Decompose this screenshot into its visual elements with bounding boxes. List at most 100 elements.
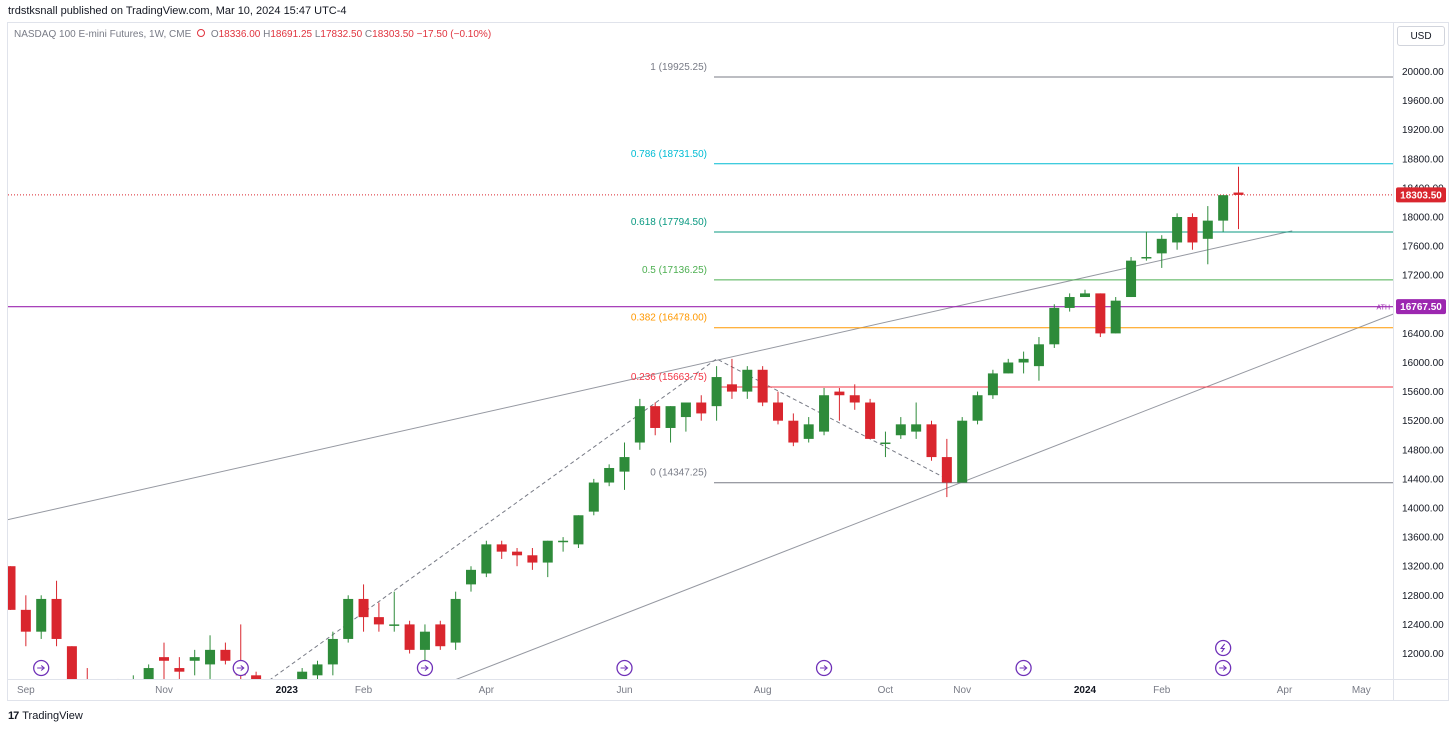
candle[interactable] [865, 398, 876, 439]
candle[interactable] [512, 548, 523, 567]
candle[interactable] [742, 366, 753, 399]
candle[interactable] [1110, 297, 1121, 334]
candle[interactable] [726, 358, 737, 399]
candle-body [1202, 220, 1213, 239]
candle[interactable] [773, 391, 783, 425]
candle[interactable] [619, 442, 630, 490]
dividend-marker-icon[interactable] [33, 659, 50, 677]
candle[interactable] [51, 580, 62, 647]
candle[interactable] [987, 369, 998, 399]
candle[interactable] [496, 540, 507, 559]
candle[interactable] [650, 402, 661, 436]
candle[interactable] [266, 694, 276, 730]
dividend-marker-icon[interactable] [416, 659, 434, 677]
candle[interactable] [1172, 213, 1183, 250]
dividend-marker-icon[interactable] [1015, 659, 1032, 677]
candle[interactable] [128, 675, 138, 711]
candle[interactable] [159, 642, 169, 690]
candle[interactable] [373, 602, 384, 632]
dividend-marker-icon[interactable] [1215, 659, 1232, 677]
candle[interactable] [1141, 231, 1152, 261]
candle[interactable] [36, 595, 47, 639]
candle[interactable] [957, 417, 968, 483]
candle[interactable] [419, 624, 430, 661]
candle[interactable] [251, 671, 262, 723]
candle[interactable] [98, 683, 108, 723]
candle[interactable] [343, 595, 354, 643]
candle[interactable] [389, 591, 400, 632]
dividend-marker-icon[interactable] [232, 659, 249, 677]
candle[interactable] [435, 620, 446, 650]
candle[interactable] [1126, 257, 1137, 298]
candle[interactable] [972, 391, 983, 425]
candle[interactable] [895, 417, 906, 439]
candle[interactable] [1156, 235, 1167, 268]
candle[interactable] [711, 366, 722, 421]
currency-button[interactable]: USD [1397, 26, 1445, 46]
candle[interactable] [696, 395, 707, 421]
trendline-1[interactable] [448, 312, 1400, 683]
candle[interactable] [542, 540, 553, 578]
candle[interactable] [527, 548, 538, 570]
candle[interactable] [588, 478, 599, 516]
candle[interactable] [834, 387, 845, 421]
candle[interactable] [327, 631, 338, 676]
candle[interactable] [1049, 304, 1060, 348]
candle[interactable] [189, 649, 200, 676]
candle[interactable] [634, 398, 645, 450]
candle-body [757, 369, 768, 403]
candle[interactable] [1095, 293, 1106, 338]
candle[interactable] [1080, 289, 1090, 298]
candle[interactable] [1064, 293, 1075, 312]
candle[interactable] [481, 540, 492, 578]
candle[interactable] [1033, 337, 1044, 381]
split-marker-icon[interactable] [1215, 639, 1232, 657]
chart-frame[interactable] [7, 22, 1449, 701]
candle[interactable] [143, 664, 154, 704]
dividend-marker-icon[interactable] [616, 659, 633, 677]
candle[interactable] [558, 537, 569, 552]
candle[interactable] [788, 413, 799, 447]
candle[interactable] [1187, 213, 1198, 250]
candle[interactable] [665, 406, 676, 443]
candle[interactable] [404, 620, 415, 654]
candle[interactable] [297, 668, 308, 697]
candle[interactable] [312, 660, 323, 690]
candle-body [481, 544, 492, 574]
candle[interactable] [466, 566, 476, 592]
tradingview-logo[interactable]: 17 TradingView [8, 710, 83, 722]
candle-body [66, 646, 77, 679]
candle-body [389, 624, 400, 626]
candle[interactable] [1202, 206, 1213, 265]
candle[interactable] [1003, 358, 1014, 374]
candle[interactable] [803, 417, 814, 443]
plot-area[interactable] [0, 76, 1400, 730]
candle[interactable] [20, 595, 31, 647]
candle[interactable] [6, 566, 16, 610]
dividend-marker-icon[interactable] [815, 659, 833, 677]
candle[interactable] [819, 387, 830, 436]
candle[interactable] [66, 646, 77, 697]
candle[interactable] [880, 431, 891, 458]
price-tick-label: 18800.00 [1402, 154, 1444, 165]
candle[interactable] [941, 438, 952, 498]
candle[interactable] [573, 515, 584, 549]
candle[interactable] [82, 668, 92, 719]
candle[interactable] [680, 402, 691, 432]
candle[interactable] [358, 584, 369, 632]
candle[interactable] [926, 420, 937, 461]
candle[interactable] [1233, 166, 1244, 230]
candle[interactable] [757, 366, 768, 407]
candle[interactable] [911, 402, 922, 439]
candle[interactable] [220, 642, 231, 665]
candle[interactable] [849, 384, 860, 410]
candle[interactable] [174, 657, 185, 682]
candle[interactable] [1218, 195, 1229, 232]
candle[interactable] [113, 678, 123, 719]
candle[interactable] [450, 591, 461, 650]
candle[interactable] [205, 635, 216, 679]
candle[interactable] [1018, 351, 1029, 374]
candle[interactable] [604, 464, 615, 487]
candle-body [143, 668, 154, 679]
